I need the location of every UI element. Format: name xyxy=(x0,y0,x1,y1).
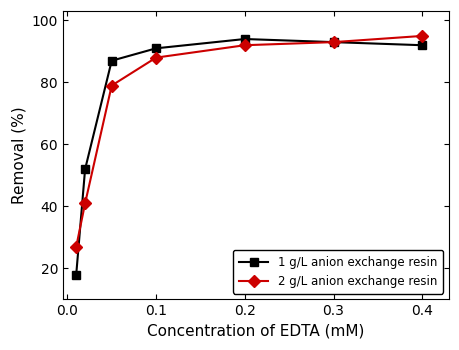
1 g/L anion exchange resin xyxy=(241,37,247,41)
1 g/L anion exchange resin xyxy=(82,167,88,172)
Line: 2 g/L anion exchange resin: 2 g/L anion exchange resin xyxy=(72,32,425,251)
2 g/L anion exchange resin xyxy=(109,83,114,88)
2 g/L anion exchange resin xyxy=(82,201,88,205)
1 g/L anion exchange resin xyxy=(419,43,424,47)
2 g/L anion exchange resin xyxy=(419,34,424,38)
Y-axis label: Removal (%): Removal (%) xyxy=(11,106,26,204)
1 g/L anion exchange resin xyxy=(73,273,79,277)
2 g/L anion exchange resin xyxy=(73,245,79,249)
2 g/L anion exchange resin xyxy=(330,40,336,44)
Legend: 1 g/L anion exchange resin, 2 g/L anion exchange resin: 1 g/L anion exchange resin, 2 g/L anion … xyxy=(232,250,442,294)
X-axis label: Concentration of EDTA (mM): Concentration of EDTA (mM) xyxy=(147,324,364,339)
1 g/L anion exchange resin xyxy=(109,58,114,63)
1 g/L anion exchange resin xyxy=(330,40,336,44)
2 g/L anion exchange resin xyxy=(241,43,247,47)
1 g/L anion exchange resin xyxy=(153,46,158,50)
2 g/L anion exchange resin xyxy=(153,56,158,60)
Line: 1 g/L anion exchange resin: 1 g/L anion exchange resin xyxy=(72,35,425,279)
